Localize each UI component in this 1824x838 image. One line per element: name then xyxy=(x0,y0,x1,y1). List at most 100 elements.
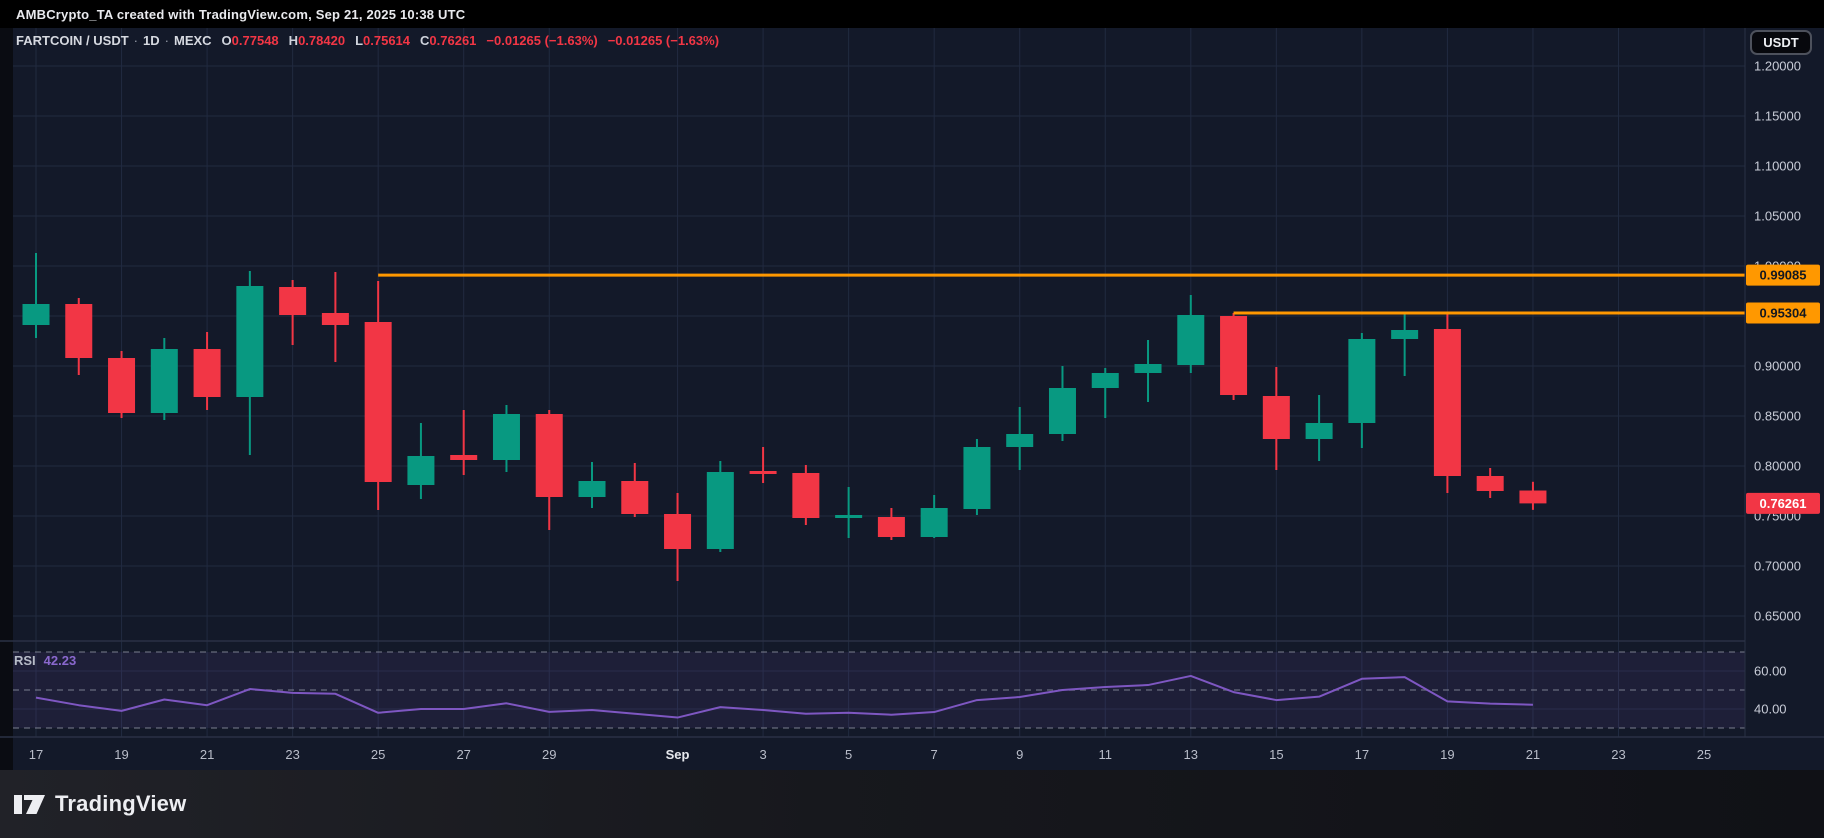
time-axis-label: 5 xyxy=(845,747,852,762)
candle-body xyxy=(193,349,221,397)
rsi-value: 42.23 xyxy=(43,653,77,668)
symbol-interval[interactable]: 1D xyxy=(143,33,160,48)
candle-body xyxy=(1220,316,1248,395)
price-axis-label: 1.15000 xyxy=(1754,109,1801,124)
quote-label: O xyxy=(221,33,232,48)
price-axis-label: 1.10000 xyxy=(1754,159,1801,174)
candle-body xyxy=(621,481,649,514)
candle-body xyxy=(920,508,948,537)
candle-body xyxy=(1091,373,1119,388)
time-axis-label: 17 xyxy=(1355,747,1369,762)
quote-label: C xyxy=(420,33,430,48)
candle-body xyxy=(407,456,435,485)
ray-price-label-text: 0.95304 xyxy=(1760,305,1808,320)
candle-body xyxy=(792,473,820,518)
time-axis-label: 27 xyxy=(456,747,470,762)
tradingview-wordmark: TradingView xyxy=(55,791,187,816)
candle-body xyxy=(749,471,777,474)
price-axis-label: 0.90000 xyxy=(1754,359,1801,374)
candle-body xyxy=(664,514,692,549)
symbol-exchange[interactable]: MEXC xyxy=(173,33,212,48)
symbol-name[interactable]: FARTCOIN / USDT xyxy=(16,33,129,48)
price-axis[interactable]: 1.200001.150001.100001.050001.000000.900… xyxy=(1746,59,1820,717)
price-axis-label: 1.05000 xyxy=(1754,209,1801,224)
candle-body xyxy=(706,472,734,549)
rsi-axis-label: 60.00 xyxy=(1754,664,1787,679)
candle-body xyxy=(1348,339,1376,423)
candle-body xyxy=(1134,364,1162,373)
candle-body xyxy=(150,349,178,413)
candle-body xyxy=(492,414,520,460)
time-axis-label: 17 xyxy=(29,747,43,762)
rsi-indicator-legend[interactable]: RSI 42.23 xyxy=(14,653,76,668)
time-axis-label: 13 xyxy=(1184,747,1198,762)
candle-body xyxy=(835,515,863,518)
ray-price-label xyxy=(1746,264,1820,286)
ray-price-label xyxy=(1746,302,1820,324)
footer-bar: TradingView xyxy=(0,770,1824,838)
time-axis-label: 19 xyxy=(114,747,128,762)
candle-body xyxy=(1048,388,1076,434)
time-axis-label: 7 xyxy=(931,747,938,762)
tradingview-logo[interactable]: TradingView xyxy=(14,791,186,817)
candle-body xyxy=(364,322,392,482)
time-axis-label: 15 xyxy=(1269,747,1283,762)
time-axis[interactable]: 17 19 21 23 25 27 29 Sep 3 5 7 9 11 13 15 17 19 21 23 25 xyxy=(29,747,1711,762)
watermark-title: AMBCrypto_TA created with TradingView.co… xyxy=(16,6,466,22)
candle-body xyxy=(578,481,606,497)
last-price-label xyxy=(1746,492,1820,514)
candles-layer xyxy=(22,253,1547,581)
grid-layer xyxy=(13,28,1745,737)
candle-body xyxy=(1476,476,1504,491)
ray-price-label-text: 0.99085 xyxy=(1760,268,1807,283)
time-axis-label: 29 xyxy=(542,747,556,762)
left-edge-strip xyxy=(0,28,13,770)
time-axis-label: 25 xyxy=(371,747,385,762)
time-axis-label: 19 xyxy=(1440,747,1454,762)
quote-label: H xyxy=(288,33,299,48)
candle-body xyxy=(1391,330,1419,339)
time-axis-label: 21 xyxy=(200,747,214,762)
ohlc-readout: O0.77548 H0.78420 L0.75614 C0.76261 xyxy=(212,33,477,48)
time-axis-label: 23 xyxy=(285,747,299,762)
candle-body xyxy=(1519,490,1547,504)
time-axis-label: 25 xyxy=(1697,747,1711,762)
symbol-legend[interactable]: FARTCOIN / USDT · 1D · MEXC O0.77548 H0.78420 L… xyxy=(16,33,719,48)
chart-plot[interactable]: 1.200001.150001.100001.050001.000000.900… xyxy=(0,28,1824,770)
watermark-title-bar: AMBCrypto_TA created with TradingView.co… xyxy=(0,0,1824,28)
candle-body xyxy=(1177,315,1205,365)
chart-background xyxy=(0,28,1824,770)
resistance-lines[interactable] xyxy=(378,273,1745,315)
tradingview-logo-icon xyxy=(14,795,45,814)
time-axis-label: Sep xyxy=(666,747,690,762)
price-axis-label: 0.80000 xyxy=(1754,459,1801,474)
candle-body xyxy=(963,447,991,509)
candle-body xyxy=(877,517,905,537)
quote-value: 0.78420 xyxy=(298,33,346,48)
price-axis-label: 0.85000 xyxy=(1754,409,1801,424)
rsi-label[interactable]: RSI xyxy=(14,653,36,668)
price-axis-label: 0.65000 xyxy=(1754,609,1801,624)
rsi-line xyxy=(35,674,1533,719)
rsi-band-layer xyxy=(13,651,1745,729)
legend-separator: · xyxy=(133,33,139,48)
time-axis-label: 3 xyxy=(759,747,766,762)
quote-value: 0.75614 xyxy=(363,33,411,48)
candle-body xyxy=(1006,434,1034,447)
price-change-secondary: −0.01265 (−1.63%) xyxy=(607,33,720,48)
rsi-axis-label: 40.00 xyxy=(1754,702,1787,717)
candle-body xyxy=(279,287,307,315)
candle-body xyxy=(535,414,563,497)
candle-body xyxy=(450,455,478,460)
price-axis-label: 0.70000 xyxy=(1754,559,1801,574)
last-price-label-text: 0.76261 xyxy=(1760,496,1807,511)
quote-label: L xyxy=(355,33,364,48)
quote-value: 0.76261 xyxy=(429,33,477,48)
candle-body xyxy=(22,304,50,325)
time-axis-label: 23 xyxy=(1611,747,1625,762)
quote-value: 0.77548 xyxy=(231,33,279,48)
candle-body xyxy=(1262,396,1290,439)
currency-unit-button[interactable]: USDT xyxy=(1750,30,1812,55)
price-change: −0.01265 (−1.63%) xyxy=(486,33,598,48)
